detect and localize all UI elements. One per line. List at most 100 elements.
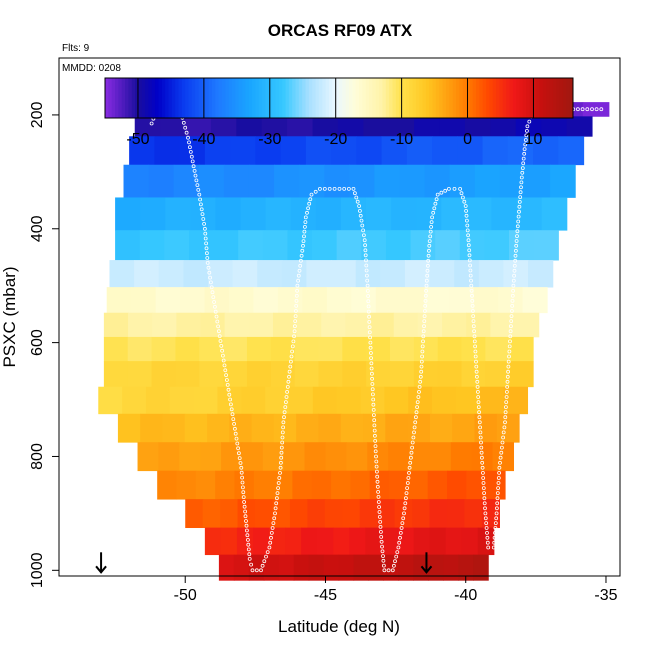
flight-track-point [224,378,229,382]
flight-track-point [483,511,488,516]
flight-track-point [301,243,305,248]
heatmap-cell [400,287,426,314]
heatmap-cell [437,361,463,388]
flight-track-point [226,387,231,392]
heatmap-cell [302,287,328,314]
flight-track-point [362,238,367,243]
flight-track-point [369,356,374,361]
colorbar-segment [569,78,574,118]
heatmap-cell [204,287,230,314]
flight-track-point [469,288,474,293]
heatmap-cell [312,386,338,415]
flight-track-point [508,334,513,339]
flight-track-point [407,465,412,470]
heatmap-cell [127,336,153,362]
colorbar-segment [168,78,173,118]
flight-track-point [246,547,251,552]
flight-track-point [371,413,376,418]
heatmap-cell [255,136,282,166]
heatmap-cell [369,470,390,500]
flight-track-point [515,234,519,239]
flight-track-point [241,495,246,500]
heatmap-cell [367,442,389,472]
heatmap-cell [207,413,230,443]
flight-track-point [471,319,476,324]
flight-track-point [197,192,202,197]
flight-track-point [479,440,483,445]
flight-track-point [485,540,490,545]
flight-track-point [194,178,199,183]
flight-track-point [452,186,457,191]
heatmap-cell [342,499,361,529]
flight-track-point [247,552,252,557]
flight-track-point [430,215,435,220]
flight-track-point [466,238,471,243]
colorbar-segment [135,78,139,118]
flight-track-point [375,479,380,484]
colorbar-segment [379,78,383,118]
flight-track-point [217,334,222,339]
flight-track-point [419,364,424,369]
heatmap-cell [241,442,264,472]
flight-track-point [190,159,195,164]
heatmap-cell [507,136,534,166]
flight-track-point [462,199,467,204]
heatmap-cell [466,197,493,231]
flight-track-point [495,501,500,506]
flight-track-point [375,484,380,489]
heatmap-cell [103,336,129,362]
heatmap-cell [237,499,256,529]
colorbar-segment [432,78,437,118]
flight-track-point [427,243,432,248]
flight-track-point [292,329,297,334]
heatmap-cell [251,413,275,443]
heatmap-cell [325,442,347,472]
flight-track-point [468,268,473,273]
colorbar-segment [232,78,236,118]
colorbar-tick-label: -10 [390,131,413,148]
flights-label: Flts: 9 [62,43,90,54]
colorbar-segment [145,78,149,118]
heatmap-cell [393,312,419,338]
flight-track-point [275,491,280,496]
flight-track-point [371,397,376,402]
flight-track-point [576,107,580,112]
heatmap-cell [134,116,161,137]
colorbar-segment [285,78,290,118]
flight-track-point [294,303,299,308]
flight-track-point [186,135,190,140]
flight-track-point [478,430,483,435]
colorbar-segment [268,78,273,118]
flight-track-point [501,430,506,435]
flight-track-point [396,545,401,550]
heatmap-cell [428,554,444,581]
colorbar-segment [476,78,480,118]
flight-track-point [517,209,521,214]
heatmap-cell [317,527,334,556]
heatmap-cell [550,164,576,198]
flight-track-point [351,186,356,191]
heatmap-cell [248,164,275,198]
flight-track-point [412,430,416,435]
colorbar-segment [405,78,410,118]
heatmap-cell [200,312,226,338]
colorbar-segment [362,78,367,118]
flight-track-point [283,400,288,405]
flight-track-point [424,278,429,283]
heatmap-cell [383,554,399,581]
flight-track-point [509,309,514,313]
heatmap-cell [285,527,302,556]
flight-track-point [464,218,469,223]
colorbar-tick-label: -40 [192,131,215,148]
flight-track-point [274,496,279,501]
flight-track-point [270,526,275,530]
flight-track-point [485,535,490,540]
flight-track-point [373,449,378,454]
flight-track-point [346,186,351,191]
flight-track-point [474,369,479,374]
heatmap-cell [223,336,248,362]
heatmap-cell [117,413,141,443]
heatmap-cell [558,136,585,166]
heatmap-cell [140,197,166,231]
flight-track-point [370,392,375,397]
